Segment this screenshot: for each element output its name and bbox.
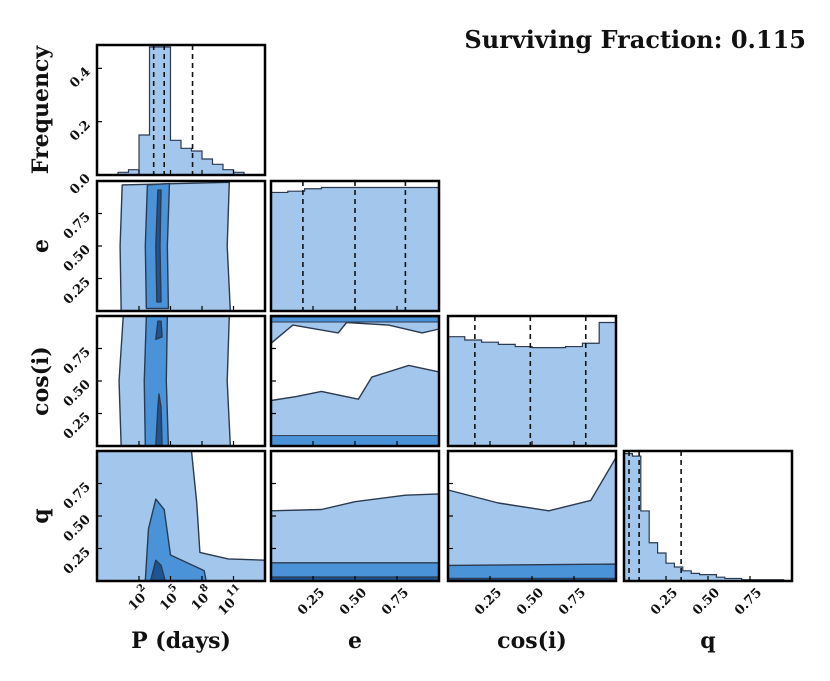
histogram-bars bbox=[270, 186, 440, 312]
x-axis-title: q bbox=[700, 628, 715, 654]
y-tick-label: 0.50 bbox=[61, 242, 94, 275]
x-axis-title: cos(i) bbox=[497, 628, 567, 654]
y-tick-label: 0.25 bbox=[61, 275, 94, 308]
y-tick-label: 0.50 bbox=[61, 512, 94, 545]
x-tick-label: 0.25 bbox=[472, 585, 505, 618]
x-tick-label: 0.50 bbox=[514, 585, 547, 618]
x-tick-label: 1011 bbox=[212, 582, 249, 619]
x-tick-label: 102 bbox=[122, 582, 154, 614]
contour-p-e-inner bbox=[155, 189, 162, 303]
histogram-bars bbox=[107, 46, 255, 176]
x-tick-label: 0.50 bbox=[337, 585, 370, 618]
panel-frame bbox=[95, 43, 267, 177]
x-tick-label: 0.25 bbox=[295, 585, 328, 618]
x-tick-label: 0.75 bbox=[732, 585, 765, 618]
y-tick-label: 0.75 bbox=[61, 345, 94, 378]
y-tick-label: 0.75 bbox=[61, 210, 94, 243]
x-tick-label: 0.25 bbox=[648, 585, 681, 618]
x-tick-label: 0.75 bbox=[379, 585, 412, 618]
histogram-3 bbox=[447, 316, 617, 447]
y-tick-label: 0.25 bbox=[61, 545, 94, 578]
y-axis-title: q bbox=[28, 508, 54, 523]
histogram-4 bbox=[623, 451, 792, 582]
y-axis-title: cos(i) bbox=[28, 346, 54, 416]
y-tick-label: 0.75 bbox=[61, 480, 94, 513]
y-tick-label: 0.2 bbox=[67, 118, 94, 145]
x-axis-title: P (days) bbox=[131, 628, 231, 654]
y-axis-title: e bbox=[28, 239, 54, 253]
y-tick-label: 0.4 bbox=[67, 65, 94, 92]
histogram-2 bbox=[270, 181, 440, 312]
chart-title: Surviving Fraction: 0.115 bbox=[464, 25, 806, 54]
x-tick-label: 0.75 bbox=[556, 585, 589, 618]
contour-p-cosi-outer bbox=[118, 315, 232, 447]
histogram-bars bbox=[447, 321, 617, 447]
contour-p-e-outer bbox=[119, 181, 232, 312]
histogram-bars bbox=[623, 453, 792, 582]
contour-e-cosi-top-band bbox=[270, 316, 440, 323]
histogram-1 bbox=[107, 45, 255, 176]
contour-p-cosi-inner-high bbox=[155, 320, 163, 341]
x-tick-label: 0.50 bbox=[690, 585, 723, 618]
x-axis-title: e bbox=[348, 628, 362, 654]
x-tick-label: 105 bbox=[154, 582, 186, 614]
x-tick-label: 108 bbox=[185, 582, 217, 614]
contour-p-q-mid bbox=[144, 498, 207, 582]
y-axis-title: Frequency bbox=[28, 45, 54, 175]
y-tick-label: 0.0 bbox=[67, 171, 94, 198]
contour-cosi-q-outer bbox=[447, 456, 617, 582]
y-tick-label: 0.50 bbox=[61, 377, 94, 410]
y-tick-label: 0.25 bbox=[61, 410, 94, 443]
